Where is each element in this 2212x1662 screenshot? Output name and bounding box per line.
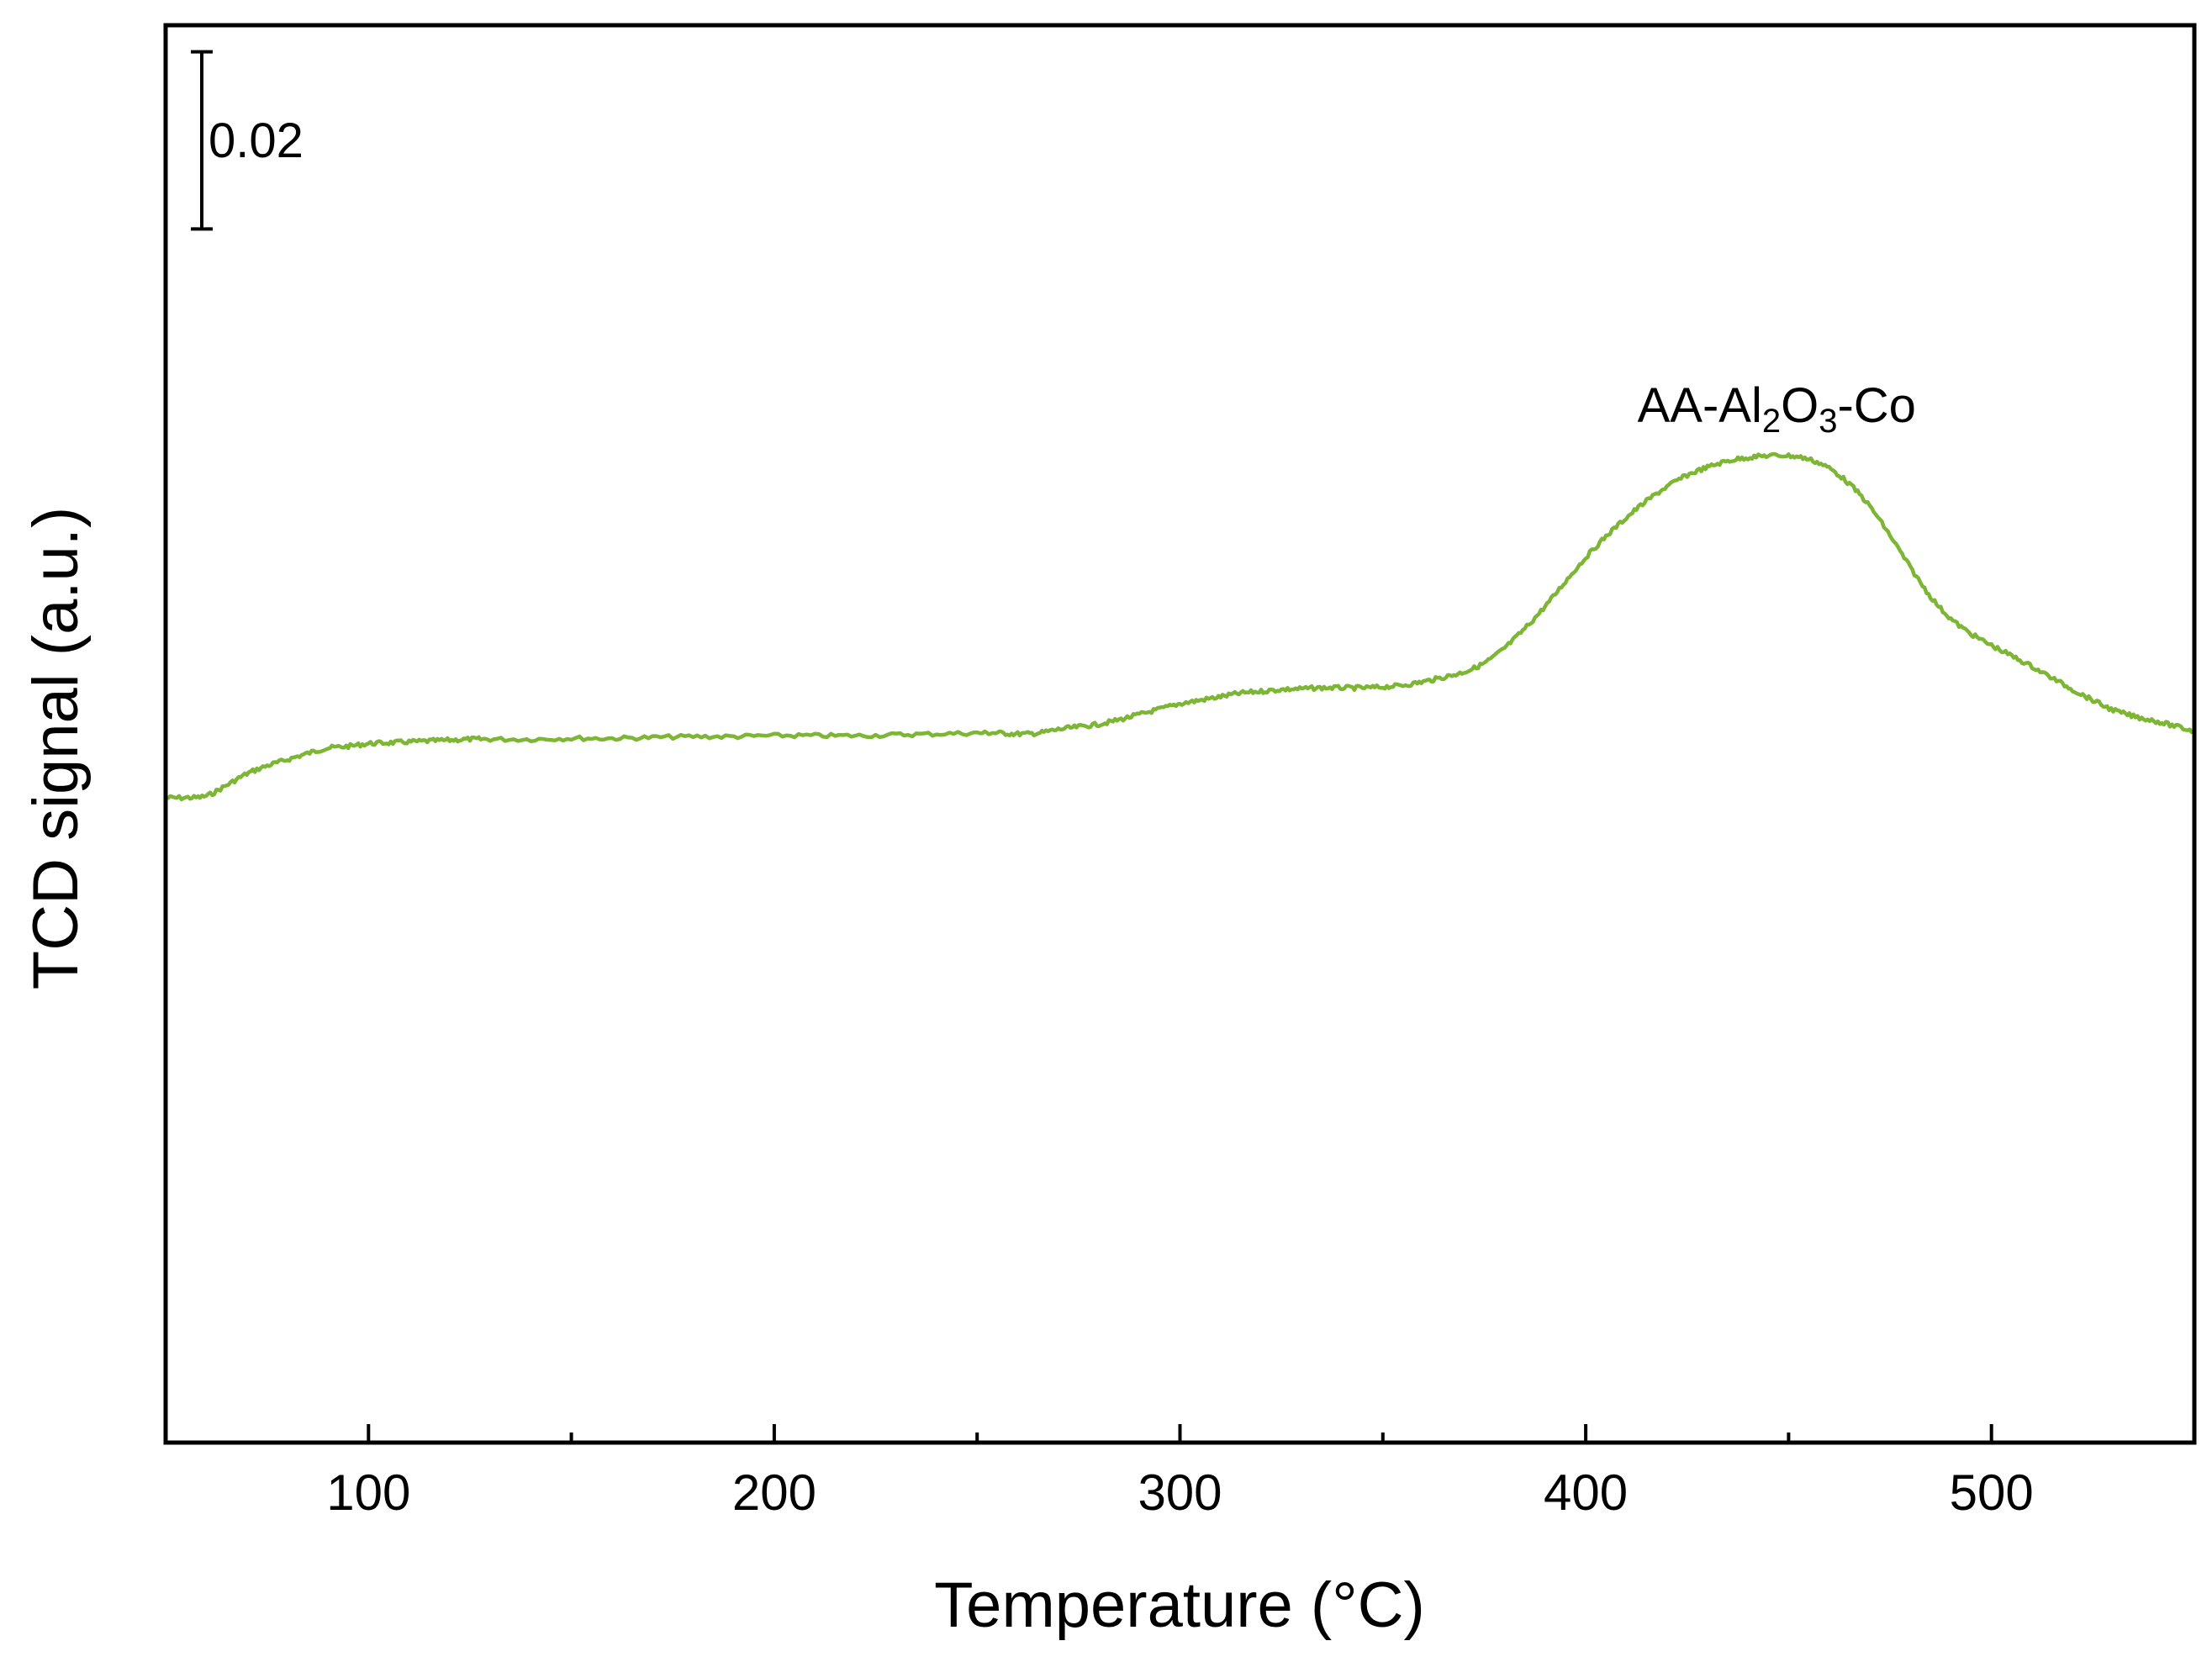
series-label-subscript: 3: [1819, 403, 1837, 440]
x-tick-label: 500: [1950, 1464, 2034, 1521]
x-ticks: 100 200 300 400 500: [326, 1424, 2034, 1521]
series-label-subscript: 2: [1762, 403, 1781, 440]
x-tick-label: 200: [732, 1464, 816, 1521]
series-label-part: O: [1781, 378, 1819, 433]
series-label-part: AA-Al: [1638, 378, 1762, 433]
plot-frame: [163, 23, 2197, 1445]
scale-bar-label: 0.02: [209, 113, 304, 168]
series-label: AA-Al2O3-Co: [1638, 378, 1916, 440]
x-tick-label: 400: [1544, 1464, 1628, 1521]
series-layer: [165, 451, 2196, 802]
series-line-aa-al2o3-co: [165, 451, 2196, 802]
scale-bar: 0.02: [191, 50, 304, 231]
x-tick-label: 300: [1138, 1464, 1222, 1521]
x-tick-label: 100: [326, 1464, 410, 1521]
x-axis-title: Temperature (°C): [934, 1570, 1425, 1641]
series-label-part: -Co: [1837, 378, 1915, 433]
y-axis-title: TCD signal (a.u.): [20, 507, 92, 989]
